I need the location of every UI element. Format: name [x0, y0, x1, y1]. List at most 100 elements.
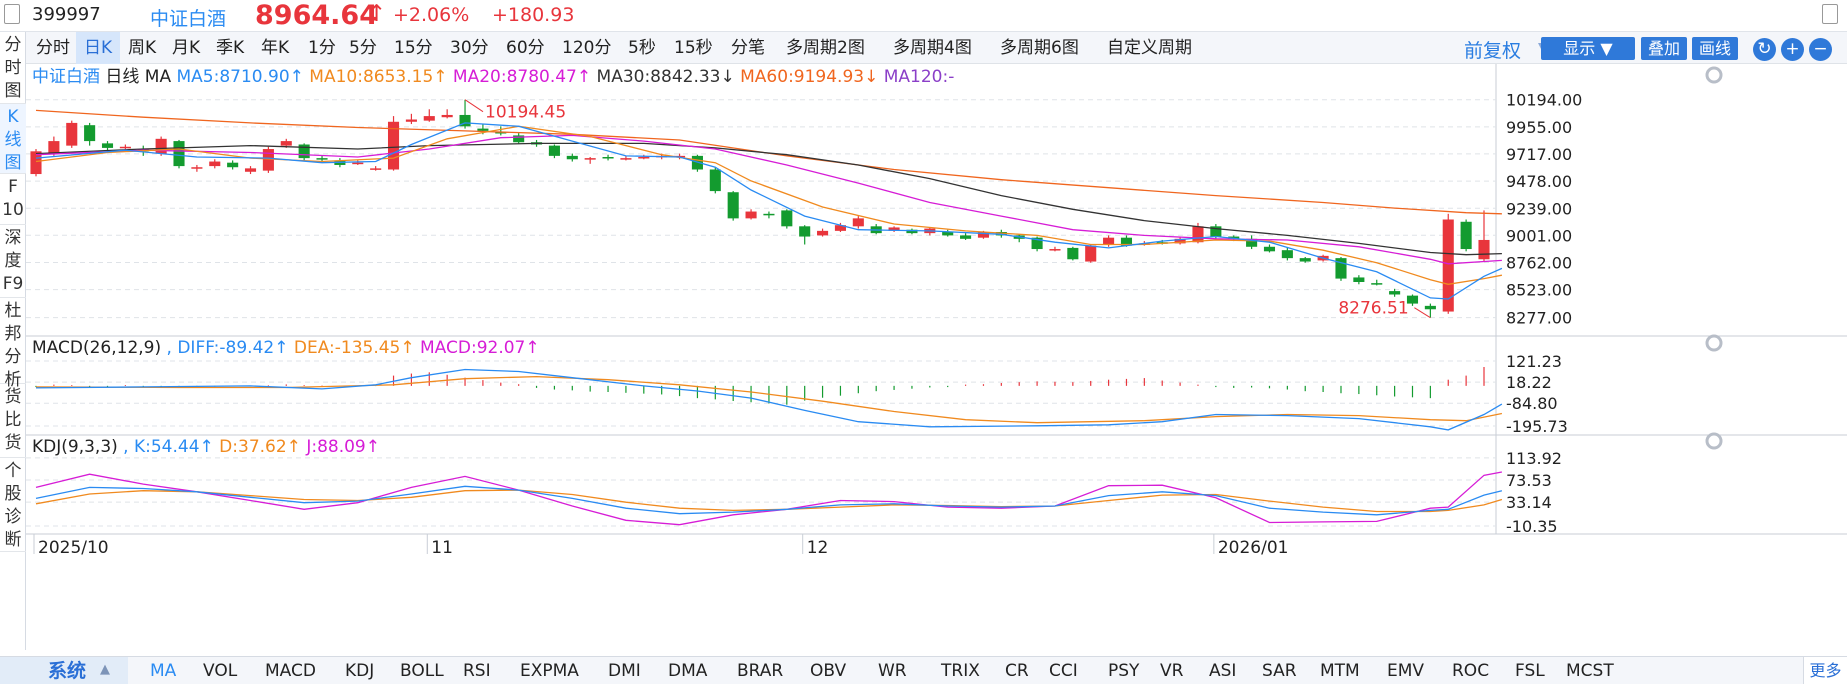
chart-canvas[interactable]: 10194.00 9955.00 9717.00 9478.00 9239.00 9001… [26, 64, 1847, 650]
kline-chart[interactable]: 10194.00 9955.00 9717.00 9478.00 9239.00 9001… [26, 64, 1847, 650]
candle-body [1478, 239, 1490, 260]
period-tab[interactable]: 分笔 [731, 38, 765, 58]
indicator-tab[interactable]: BRAR [737, 661, 784, 681]
period-tab[interactable]: 15秒 [674, 38, 713, 58]
zoom-out-icon[interactable]: − [1809, 38, 1832, 61]
side-tab-4[interactable]: 杜邦分析 [0, 298, 26, 390]
period-tab[interactable]: 多周期6图 [1000, 38, 1079, 58]
date-label: 2025/10 [38, 538, 109, 558]
indicator-tab[interactable]: MACD [265, 661, 316, 681]
candle-body [84, 125, 96, 142]
more-button[interactable]: 更多 [1803, 657, 1847, 684]
candle-body [960, 235, 972, 239]
indicator-tab[interactable]: FSL [1515, 661, 1545, 681]
indicator-tab[interactable]: VOL [203, 661, 238, 681]
indicator-tab[interactable]: DMI [608, 661, 641, 681]
period-tab[interactable]: 日K [76, 32, 121, 64]
period-tab[interactable]: 季K [216, 38, 245, 58]
candle-body [745, 211, 757, 219]
side-tab-char: F9 [2, 274, 24, 294]
indicator-tab[interactable]: KDJ [345, 661, 375, 681]
indicator-bar: 系统 ▲ 更多 MA VOL MACD KDJ BOLL RSI EXPMA DMI DMA BR… [0, 656, 1847, 684]
candle-body [1103, 237, 1115, 245]
indicator-tab[interactable]: EMV [1387, 661, 1425, 681]
adjust-mode-select[interactable]: 前复权 [1464, 40, 1522, 62]
period-tab[interactable]: 1分 [308, 38, 336, 58]
indicator-tab[interactable]: CR [1005, 661, 1029, 681]
side-tab-2[interactable]: F 10 [0, 174, 26, 225]
macd-diff-line [35, 368, 1503, 431]
macd-dea-line [35, 375, 1503, 424]
indicator-tab[interactable]: EXPMA [520, 661, 579, 681]
macd-legend-item: MACD(26,12,9) [32, 338, 162, 358]
candle-body [1263, 246, 1276, 252]
candle-body [244, 168, 257, 172]
indicator-tab[interactable]: MTM [1320, 661, 1360, 681]
kdj-legend-item: KDJ(9,3,3) [32, 437, 118, 457]
indicator-tab[interactable]: ASI [1209, 661, 1237, 681]
period-tab[interactable]: 5秒 [628, 38, 656, 58]
period-tab[interactable]: 自定义周期 [1107, 38, 1192, 58]
low-annotation: 8276.51 [1338, 299, 1408, 319]
overlay-button[interactable]: 叠加 [1641, 37, 1687, 60]
period-tab[interactable]: 5分 [349, 38, 377, 58]
display-button[interactable]: 显示 ▼ [1541, 37, 1635, 60]
indicator-tab[interactable]: OBV [810, 661, 847, 681]
kdj-j-line [35, 471, 1503, 526]
window-control-right[interactable] [1822, 4, 1838, 24]
window-control-left[interactable] [4, 4, 20, 24]
indicator-tab[interactable]: ROC [1452, 661, 1490, 681]
indicator-tab[interactable]: MCST [1566, 661, 1614, 681]
system-caret-icon[interactable]: ▲ [100, 662, 110, 677]
candle-body [101, 143, 114, 148]
date-label: 11 [431, 538, 453, 558]
side-tab-3[interactable]: 深度 F9 [0, 225, 26, 298]
indicator-tab[interactable]: CCI [1049, 661, 1078, 681]
side-tab-0[interactable]: 分时图 [0, 32, 26, 104]
macd-tick-label: 121.23 [1506, 352, 1562, 371]
indicator-tab[interactable]: WR [878, 661, 907, 681]
period-tab[interactable]: 年K [261, 38, 290, 58]
zoom-in-icon[interactable]: + [1781, 38, 1804, 61]
macd-tick-label: -195.73 [1506, 417, 1568, 436]
refresh-icon[interactable]: ↻ [1753, 38, 1776, 61]
settings-gear-icon [1705, 432, 1723, 450]
candle-body [852, 218, 864, 227]
period-tab[interactable]: 15分 [394, 38, 433, 58]
system-button[interactable]: 系统 [0, 657, 128, 684]
period-tab[interactable]: 周K [128, 38, 157, 58]
candle-body [477, 128, 489, 131]
main-legend-item: MA10:8653.15↑ [303, 67, 448, 87]
candle-body [441, 114, 453, 118]
candle-body [620, 158, 632, 160]
period-tab[interactable]: 多周期4图 [893, 38, 972, 58]
indicator-tab[interactable]: TRIX [941, 661, 980, 681]
kdj-legend: KDJ(9,3,3) , K:54.44↑ D:37.62↑ J:88.09↑ [32, 437, 380, 457]
indicator-tab[interactable]: PSY [1108, 661, 1140, 681]
candle-body [387, 121, 400, 170]
candle-body [942, 232, 954, 236]
display-button-label: 显示 [1563, 39, 1596, 58]
candle-body [119, 146, 131, 149]
indicator-tab[interactable]: DMA [668, 661, 708, 681]
candle-body [280, 141, 292, 146]
candle-body [566, 155, 578, 160]
period-tab[interactable]: 120分 [562, 38, 612, 58]
candle-body [1031, 237, 1043, 250]
indicator-tab[interactable]: MA [150, 661, 177, 681]
indicator-tab[interactable]: BOLL [400, 661, 444, 681]
side-tab-6[interactable]: 个股诊断 [0, 458, 26, 552]
period-tab[interactable]: 60分 [506, 38, 545, 58]
period-tab[interactable]: 月K [172, 38, 201, 58]
side-tab-5[interactable]: 货比货 [0, 384, 26, 458]
draw-line-button[interactable]: 画线 [1692, 37, 1738, 60]
indicator-tab[interactable]: VR [1160, 661, 1184, 681]
indicator-tab[interactable]: SAR [1262, 661, 1297, 681]
indicator-tab[interactable]: RSI [463, 661, 491, 681]
period-tab[interactable]: 30分 [450, 38, 489, 58]
stock-name[interactable]: 中证白酒 [150, 8, 227, 30]
period-tab[interactable]: 分时 [36, 38, 70, 58]
main-legend-item: MA60:9194.93↓ [734, 67, 879, 87]
period-tab[interactable]: 多周期2图 [786, 38, 865, 58]
